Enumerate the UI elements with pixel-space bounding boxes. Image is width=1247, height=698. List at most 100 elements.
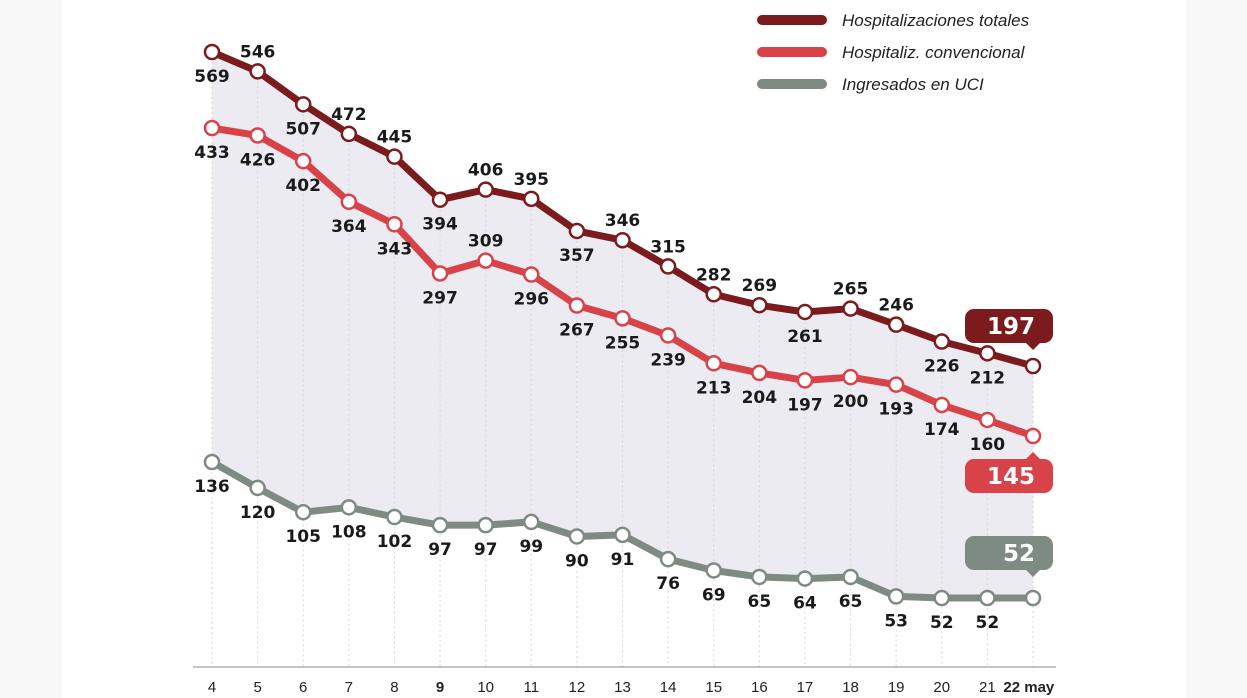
- data-point: [294, 96, 312, 113]
- data-label: 239: [650, 350, 686, 370]
- data-point: [1024, 427, 1042, 445]
- data-point: [842, 368, 859, 386]
- data-point: [568, 528, 586, 545]
- data-label: 296: [514, 290, 550, 310]
- data-point: [386, 508, 403, 526]
- data-label: 265: [833, 280, 869, 300]
- data-point: [979, 345, 996, 362]
- data-label: 315: [650, 237, 686, 257]
- data-label: 97: [474, 540, 498, 560]
- data-label: 52: [976, 613, 1000, 633]
- data-label: 507: [285, 119, 321, 139]
- data-label: 193: [878, 400, 914, 420]
- data-point: [933, 333, 951, 350]
- x-tick-label: 15: [705, 679, 722, 696]
- data-label: 364: [331, 217, 367, 237]
- data-point: [614, 310, 631, 327]
- data-point: [751, 364, 768, 382]
- data-point: [659, 258, 677, 275]
- data-label: 357: [559, 246, 595, 266]
- data-label: 546: [240, 42, 276, 62]
- data-point: [523, 513, 540, 531]
- data-label: 91: [611, 550, 635, 570]
- last-value-badge: [965, 459, 1053, 493]
- data-label: 136: [194, 477, 230, 497]
- x-tick-label: 4: [208, 679, 216, 696]
- data-label: 406: [468, 161, 504, 181]
- data-label: 213: [696, 378, 732, 398]
- data-point: [431, 265, 449, 282]
- data-label: 297: [422, 288, 458, 308]
- x-tick-label: 17: [797, 679, 814, 696]
- data-point: [842, 568, 859, 586]
- data-point: [751, 568, 768, 586]
- x-tick-label: 18: [842, 679, 859, 696]
- data-label: 120: [240, 503, 276, 523]
- data-label: 108: [331, 522, 367, 542]
- data-point: [431, 516, 449, 534]
- x-tick-label: 16: [751, 679, 768, 696]
- data-label: 395: [514, 170, 550, 190]
- data-point: [842, 300, 859, 317]
- data-point: [340, 499, 358, 516]
- x-tick-label: 19: [888, 679, 905, 696]
- x-tick-label: 12: [569, 679, 586, 696]
- x-tick-label: 9: [436, 679, 444, 696]
- data-label: 76: [656, 574, 680, 594]
- data-label: 200: [833, 392, 869, 412]
- data-point: [386, 148, 403, 165]
- badge-pointer: [1026, 570, 1040, 577]
- data-point: [203, 43, 221, 61]
- data-point: [933, 589, 951, 607]
- data-point: [294, 503, 312, 521]
- data-label: 343: [377, 239, 413, 259]
- data-label: 52: [930, 613, 954, 633]
- data-point: [705, 286, 722, 303]
- data-point: [477, 181, 494, 198]
- data-point: [294, 152, 312, 170]
- x-tick-label: 14: [660, 679, 677, 696]
- data-label: 53: [884, 611, 908, 631]
- data-label: 309: [468, 232, 504, 252]
- data-point: [568, 222, 586, 240]
- x-tick-label: 7: [345, 679, 353, 696]
- data-label: 282: [696, 265, 732, 285]
- data-point: [249, 479, 266, 497]
- data-point: [386, 216, 403, 233]
- data-label: 65: [747, 592, 771, 612]
- data-label: 204: [742, 388, 778, 408]
- data-label: 472: [331, 105, 367, 125]
- data-point: [568, 297, 586, 314]
- data-point: [659, 550, 677, 568]
- x-tick-label: 13: [614, 679, 631, 696]
- x-tick-label: 6: [299, 679, 307, 696]
- data-label: 267: [559, 321, 595, 341]
- data-point: [614, 526, 631, 544]
- data-label: 246: [878, 296, 914, 316]
- data-label: 65: [839, 592, 863, 612]
- data-point: [431, 191, 449, 208]
- data-point: [659, 327, 677, 344]
- data-label: 64: [793, 594, 817, 614]
- x-tick-label: 5: [253, 679, 261, 696]
- legend-label: Hospitaliz. convencional: [842, 43, 1026, 62]
- data-label: 69: [702, 585, 726, 605]
- x-tick-label: 11: [523, 679, 539, 696]
- data-point: [203, 119, 221, 137]
- badge-value: 52: [1003, 541, 1035, 567]
- data-point: [523, 190, 540, 208]
- data-label: 105: [285, 527, 321, 547]
- data-label: 174: [924, 420, 960, 440]
- data-point: [887, 316, 905, 333]
- data-label: 226: [924, 357, 960, 377]
- data-point: [979, 411, 996, 429]
- data-point: [933, 396, 951, 414]
- data-label: 394: [422, 215, 458, 235]
- data-point: [705, 562, 722, 579]
- data-point: [477, 252, 494, 269]
- data-label: 255: [605, 333, 641, 353]
- data-point: [887, 376, 905, 393]
- data-label: 261: [787, 327, 823, 347]
